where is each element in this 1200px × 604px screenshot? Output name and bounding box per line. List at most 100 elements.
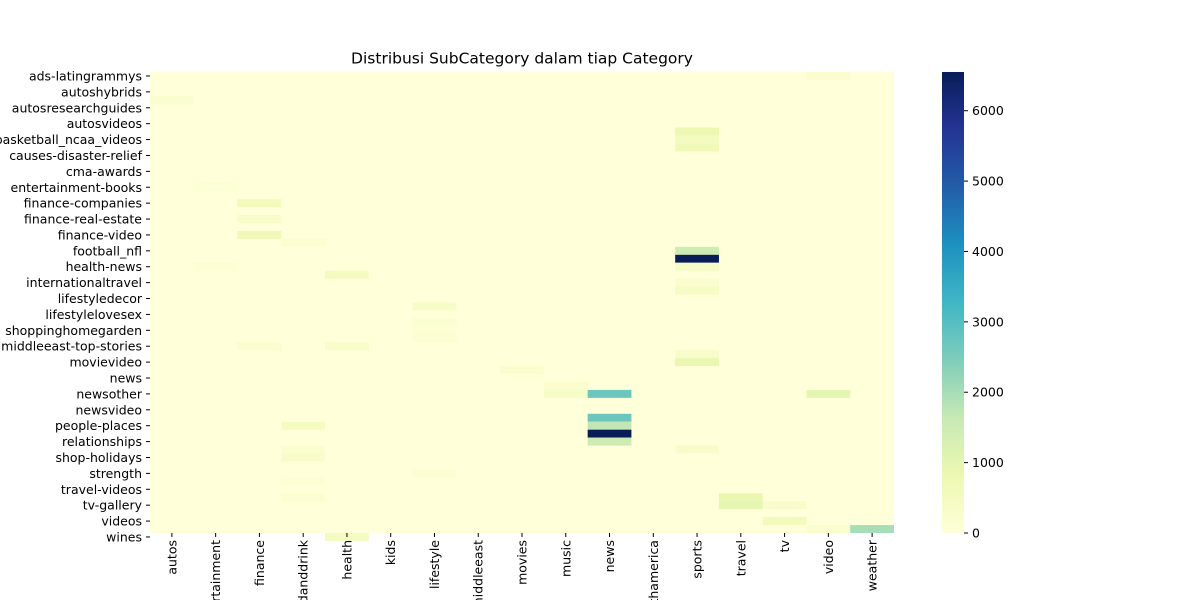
- heatmap-background: [150, 72, 894, 533]
- heatmap-cell: [675, 286, 719, 295]
- heatmap-cell: [150, 95, 194, 104]
- heatmap-cell: [281, 493, 326, 502]
- y-tick-label: news: [110, 371, 142, 386]
- x-tick-label: lifestyle: [427, 540, 442, 589]
- heatmap-cell: [806, 389, 851, 398]
- x-tick-label: tv: [777, 539, 792, 552]
- y-tick-label: autoshybrids: [61, 84, 142, 99]
- colorbar: 0 1000 2000 3000 4000 5000 6000: [942, 72, 1004, 541]
- y-tick-label: tv-gallery: [83, 498, 143, 513]
- x-tick-label: news: [602, 540, 617, 572]
- y-tick-label: travel-videos: [61, 482, 142, 497]
- heatmap-cell: [718, 501, 763, 510]
- y-tick-label: newsvideo: [76, 402, 143, 417]
- heatmap-cell: [281, 445, 326, 454]
- y-tick-label: lifestylelovesex: [45, 307, 142, 322]
- y-tick-label: finance-companies: [24, 196, 142, 211]
- heatmap-cell: [412, 334, 457, 343]
- heatmap-cell: [675, 143, 719, 152]
- heatmap-cell: [237, 342, 282, 351]
- y-tick-label: people-places: [55, 418, 142, 433]
- y-tick-label: wines: [106, 529, 142, 544]
- heatmap-plot-area: [150, 72, 894, 541]
- y-tick-label: shoppinghomegarden: [5, 323, 142, 338]
- y-tick-label: basketball_ncaa_videos: [0, 132, 142, 147]
- heatmap-cell: [718, 493, 763, 502]
- heatmap-cell: [587, 437, 632, 446]
- x-axis-ticks: autos entertainment finance foodanddrink hea…: [164, 533, 880, 604]
- colorbar-tick-label: 2000: [972, 385, 1004, 400]
- x-tick-label: movies: [515, 540, 530, 585]
- heatmap-cell: [675, 350, 719, 359]
- heatmap-cell: [237, 230, 282, 239]
- y-tick-label: autosresearchguides: [12, 100, 142, 115]
- heatmap-cell: [806, 72, 851, 80]
- x-tick-label: weather: [865, 539, 880, 591]
- heatmap-cell: [237, 215, 282, 224]
- heatmap-cell: [675, 278, 719, 287]
- heatmap-cell: [281, 421, 326, 430]
- colorbar-tick-label: 3000: [972, 314, 1004, 329]
- x-tick-label: travel: [733, 540, 748, 576]
- y-tick-label: ads-latingrammys: [29, 68, 142, 83]
- colorbar-tick-label: 4000: [972, 244, 1004, 259]
- y-tick-label: lifestyledecor: [58, 291, 143, 306]
- x-tick-label: autos: [164, 540, 179, 575]
- x-tick-label: music: [558, 540, 573, 577]
- heatmap-cell: [806, 525, 851, 533]
- y-tick-label: movievideo: [69, 355, 142, 370]
- y-tick-label: relationships: [62, 434, 142, 449]
- heatmap-cell: [193, 262, 238, 271]
- colorbar-gradient: [942, 72, 964, 533]
- heatmap-cell: [675, 135, 719, 144]
- heatmap-cell: [675, 262, 719, 271]
- y-tick-label: finance-real-estate: [24, 212, 142, 227]
- heatmap-cell: [325, 270, 369, 279]
- chart-title: Distribusi SubCategory dalam tiap Catego…: [351, 50, 693, 68]
- y-tick-label: strength: [89, 466, 142, 481]
- heatmap-cell: [587, 389, 632, 398]
- x-tick-label: health: [339, 540, 354, 580]
- y-tick-label: cma-awards: [66, 164, 142, 179]
- x-tick-label: foodanddrink: [296, 539, 311, 600]
- y-axis-ticks: ads-latingrammysautoshybridsautosresearc…: [0, 68, 150, 544]
- heatmap-cell: [543, 381, 588, 390]
- y-tick-label: shop-holidays: [55, 450, 142, 465]
- heatmap-cell: [193, 183, 238, 192]
- heatmap-cell: [587, 421, 632, 430]
- y-tick-label: middleeast-top-stories: [1, 339, 142, 354]
- heatmap-cell: [325, 342, 369, 351]
- heatmap-cell: [762, 501, 807, 510]
- x-tick-label: finance: [252, 540, 267, 586]
- heatmap-cell: [675, 445, 719, 454]
- heatmap-cell: [675, 254, 719, 263]
- heatmap-cell: [675, 246, 719, 255]
- heatmap-cell: [675, 127, 719, 136]
- heatmap-cell: [762, 517, 807, 526]
- heatmap-cell: [587, 429, 632, 438]
- colorbar-tick-label: 1000: [972, 455, 1004, 470]
- y-tick-label: entertainment-books: [11, 180, 142, 195]
- x-tick-label: sports: [690, 540, 705, 579]
- x-tick-label: kids: [383, 540, 398, 565]
- heatmap-cell: [281, 477, 326, 486]
- heatmap-cell: [281, 238, 326, 247]
- colorbar-tick-label: 6000: [972, 103, 1004, 118]
- x-tick-label: video: [821, 540, 836, 574]
- y-tick-label: internationaltravel: [26, 275, 142, 290]
- y-tick-label: autosvideos: [67, 116, 142, 131]
- heatmap-cell: [412, 469, 457, 478]
- heatmap-cell: [412, 326, 457, 335]
- colorbar-tick-label: 0: [972, 526, 980, 541]
- y-tick-label: causes-disaster-relief: [9, 148, 142, 163]
- colorbar-tick-label: 5000: [972, 174, 1004, 189]
- heatmap-cell: [543, 389, 588, 398]
- y-tick-label: finance-video: [58, 227, 142, 242]
- x-tick-label: northamerica: [646, 540, 661, 600]
- heatmap-cell: [850, 525, 894, 533]
- y-tick-label: newsother: [76, 386, 143, 401]
- y-tick-label: football_nfl: [73, 243, 142, 258]
- heatmap-cell: [500, 366, 544, 375]
